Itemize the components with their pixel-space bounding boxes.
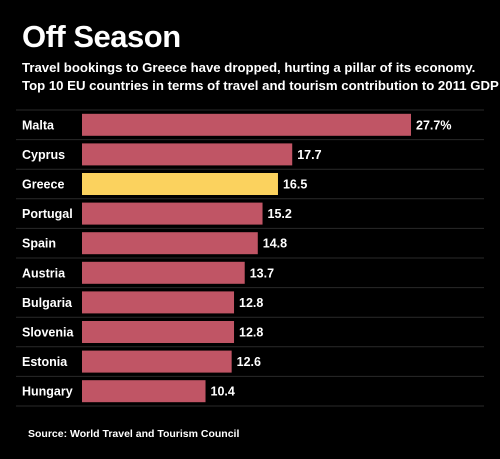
value-label: 14.8 bbox=[263, 237, 287, 251]
value-label: 13.7 bbox=[250, 266, 274, 280]
category-label: Spain bbox=[22, 237, 56, 251]
bar-austria bbox=[82, 261, 245, 284]
bar-bulgaria bbox=[82, 291, 235, 314]
value-label: 12.6 bbox=[237, 355, 261, 369]
value-label: 27.7% bbox=[416, 118, 451, 132]
value-label: 15.2 bbox=[268, 207, 292, 221]
category-label: Bulgaria bbox=[22, 296, 73, 310]
value-label: 12.8 bbox=[239, 296, 263, 310]
value-label: 16.5 bbox=[283, 178, 307, 192]
chart-title: Off Season bbox=[22, 19, 181, 54]
bar-slovenia bbox=[82, 321, 235, 343]
bar-hungary bbox=[82, 380, 206, 403]
bar-chart: Malta 27.7% Cyprus 17.7 Greece 16.5 Portugal 15… bbox=[16, 109, 484, 407]
bar-cyprus bbox=[82, 143, 293, 166]
bar-malta bbox=[82, 113, 411, 136]
bar-spain bbox=[82, 232, 258, 255]
category-label: Hungary bbox=[22, 385, 73, 399]
chart-subtitle-line-2: Top 10 EU countries in terms of travel a… bbox=[22, 78, 499, 93]
category-label: Malta bbox=[22, 118, 55, 132]
value-label: 12.8 bbox=[239, 326, 263, 340]
category-label: Estonia bbox=[22, 355, 68, 369]
bar-greece bbox=[82, 173, 278, 195]
chart-subtitle-line-1: Travel bookings to Greece have dropped, … bbox=[22, 60, 476, 75]
category-label: Slovenia bbox=[22, 326, 74, 340]
category-label: Austria bbox=[22, 266, 66, 280]
source-note: Source: World Travel and Tourism Council bbox=[28, 428, 240, 440]
category-label: Portugal bbox=[22, 207, 73, 221]
bar-estonia bbox=[82, 350, 232, 373]
bar-portugal bbox=[82, 202, 263, 225]
category-label: Greece bbox=[22, 178, 64, 192]
value-label: 17.7 bbox=[297, 148, 321, 162]
value-label: 10.4 bbox=[211, 385, 235, 399]
category-label: Cyprus bbox=[22, 148, 65, 162]
